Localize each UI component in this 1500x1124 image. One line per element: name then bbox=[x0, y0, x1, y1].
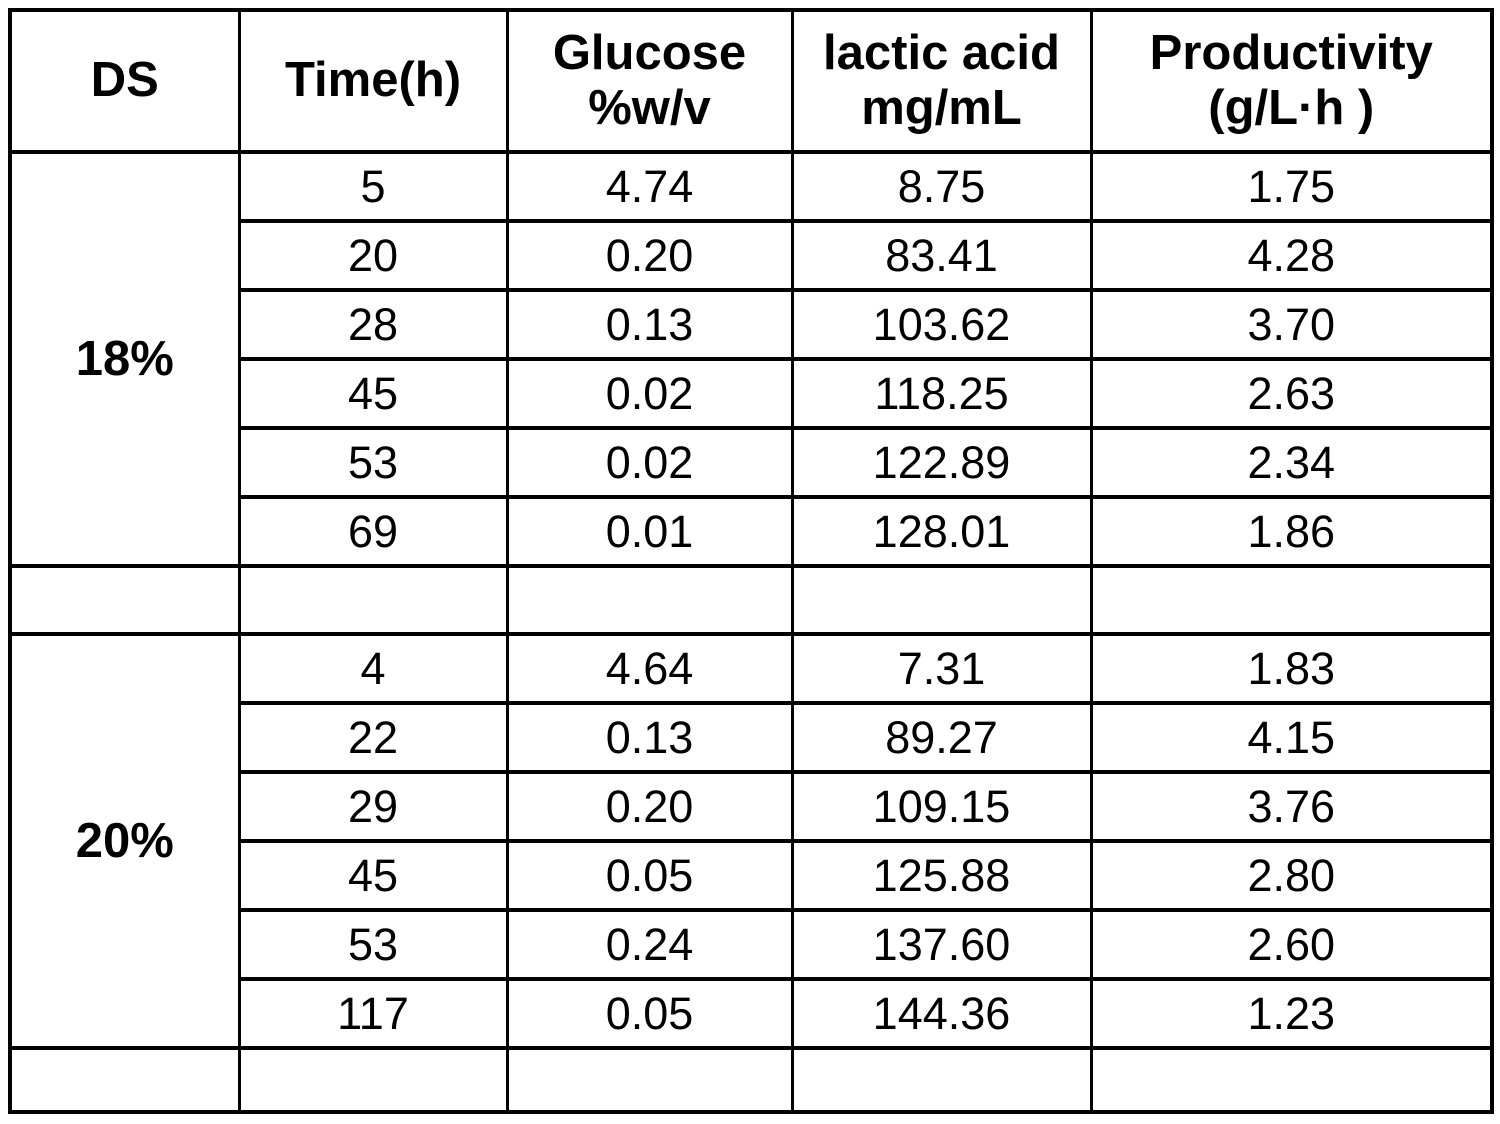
glucose-cell: 0.05 bbox=[505, 839, 794, 912]
glucose-cell: 0.13 bbox=[505, 701, 794, 774]
empty-cell bbox=[1089, 1046, 1494, 1114]
glucose-cell: 4.64 bbox=[505, 632, 794, 705]
data-row: 53 0.24 137.60 2.60 bbox=[10, 908, 1494, 981]
column-header-lactic-acid: lactic acid mg/mL bbox=[790, 8, 1093, 154]
time-cell: 45 bbox=[237, 839, 509, 912]
column-header-ds: DS bbox=[8, 8, 241, 154]
time-cell: 53 bbox=[237, 908, 509, 981]
productivity-cell: 3.76 bbox=[1089, 770, 1494, 843]
time-cell: 117 bbox=[237, 977, 509, 1050]
glucose-cell: 0.20 bbox=[505, 219, 794, 292]
lactic-acid-cell: 8.75 bbox=[790, 150, 1093, 223]
productivity-cell: 3.70 bbox=[1089, 288, 1494, 361]
productivity-cell: 1.23 bbox=[1089, 977, 1494, 1050]
productivity-cell: 1.83 bbox=[1089, 632, 1494, 705]
glucose-cell: 4.74 bbox=[505, 150, 794, 223]
time-cell: 4 bbox=[237, 632, 509, 705]
empty-cell bbox=[8, 1046, 241, 1114]
lactic-acid-cell: 122.89 bbox=[790, 426, 1093, 499]
fermentation-data-table: DS Time(h) Glucose %w/v lactic acid mg/mL Prod… bbox=[8, 8, 1494, 1114]
empty-cell bbox=[8, 564, 241, 636]
lactic-acid-cell: 137.60 bbox=[790, 908, 1093, 981]
ds-group-label: 18% bbox=[8, 150, 241, 568]
data-row: 29 0.20 109.15 3.76 bbox=[10, 770, 1494, 843]
data-row: 18% 5 4.74 8.75 1.75 bbox=[8, 150, 1494, 568]
lactic-acid-cell: 125.88 bbox=[790, 839, 1093, 912]
productivity-cell: 4.15 bbox=[1089, 701, 1494, 774]
time-cell: 45 bbox=[237, 357, 509, 430]
time-cell: 29 bbox=[237, 770, 509, 843]
data-row: 117 0.05 144.36 1.23 bbox=[10, 977, 1494, 1050]
lactic-acid-cell: 89.27 bbox=[790, 701, 1093, 774]
glucose-cell: 0.02 bbox=[505, 426, 794, 499]
data-row: 20% 4 4.64 7.31 1.83 bbox=[8, 632, 1494, 1050]
data-row: 28 0.13 103.62 3.70 bbox=[10, 288, 1494, 361]
lactic-acid-cell: 83.41 bbox=[790, 219, 1093, 292]
empty-cell bbox=[237, 564, 509, 636]
lactic-acid-cell: 144.36 bbox=[790, 977, 1093, 1050]
column-header-productivity: Productivity (g/L·h ) bbox=[1089, 8, 1494, 154]
separator-row bbox=[8, 564, 1494, 636]
productivity-cell: 1.86 bbox=[1089, 495, 1494, 568]
glucose-cell: 0.20 bbox=[505, 770, 794, 843]
glucose-cell: 0.24 bbox=[505, 908, 794, 981]
lactic-acid-cell: 128.01 bbox=[790, 495, 1093, 568]
table-body: 18% 5 4.74 8.75 1.75 20 0.20 83.41 4.28 28 0.13 103… bbox=[8, 150, 1494, 1114]
productivity-cell: 2.34 bbox=[1089, 426, 1494, 499]
empty-cell bbox=[790, 564, 1093, 636]
lactic-acid-cell: 118.25 bbox=[790, 357, 1093, 430]
lactic-acid-cell: 7.31 bbox=[790, 632, 1093, 705]
data-row: 45 0.02 118.25 2.63 bbox=[10, 357, 1494, 430]
empty-cell bbox=[505, 564, 794, 636]
column-header-glucose: Glucose %w/v bbox=[505, 8, 794, 154]
glucose-cell: 0.02 bbox=[505, 357, 794, 430]
data-row: 45 0.05 125.88 2.80 bbox=[10, 839, 1494, 912]
time-cell: 28 bbox=[237, 288, 509, 361]
time-cell: 69 bbox=[237, 495, 509, 568]
time-cell: 5 bbox=[237, 150, 509, 223]
lactic-acid-cell: 103.62 bbox=[790, 288, 1093, 361]
empty-cell bbox=[1089, 564, 1494, 636]
data-row: 53 0.02 122.89 2.34 bbox=[10, 426, 1494, 499]
lactic-acid-cell: 109.15 bbox=[790, 770, 1093, 843]
data-row: 20 0.20 83.41 4.28 bbox=[10, 219, 1494, 292]
productivity-cell: 2.60 bbox=[1089, 908, 1494, 981]
bottom-empty-row bbox=[8, 1046, 1494, 1114]
productivity-cell: 1.75 bbox=[1089, 150, 1494, 223]
empty-cell bbox=[505, 1046, 794, 1114]
productivity-cell: 4.28 bbox=[1089, 219, 1494, 292]
time-cell: 22 bbox=[237, 701, 509, 774]
empty-cell bbox=[790, 1046, 1093, 1114]
productivity-cell: 2.63 bbox=[1089, 357, 1494, 430]
data-row: 22 0.13 89.27 4.15 bbox=[10, 701, 1494, 774]
empty-cell bbox=[237, 1046, 509, 1114]
glucose-cell: 0.01 bbox=[505, 495, 794, 568]
header-row: DS Time(h) Glucose %w/v lactic acid mg/mL Prod… bbox=[8, 8, 1494, 154]
glucose-cell: 0.05 bbox=[505, 977, 794, 1050]
glucose-cell: 0.13 bbox=[505, 288, 794, 361]
productivity-cell: 2.80 bbox=[1089, 839, 1494, 912]
column-header-time: Time(h) bbox=[237, 8, 509, 154]
time-cell: 20 bbox=[237, 219, 509, 292]
data-row: 69 0.01 128.01 1.86 bbox=[10, 495, 1494, 568]
ds-group-label: 20% bbox=[8, 632, 241, 1050]
time-cell: 53 bbox=[237, 426, 509, 499]
